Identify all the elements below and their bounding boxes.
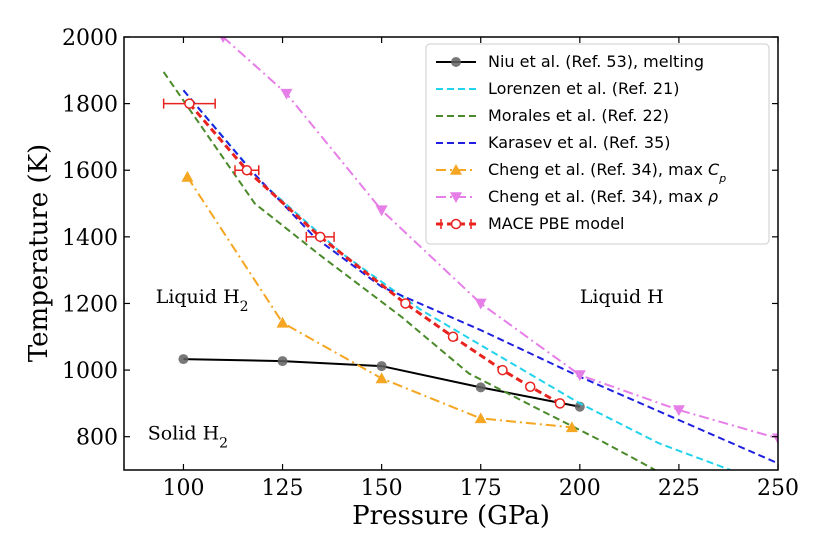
plot-frame [123,36,779,471]
series-3 [182,89,778,465]
x-tick-label: 200 [559,476,601,501]
legend-label: Lorenzen et al. (Ref. 21) [488,79,679,98]
data-point [672,405,685,417]
x-tick-label: 150 [361,476,403,501]
data-point [400,298,411,309]
data-point [241,164,253,176]
x-tick-label: 250 [757,476,799,501]
legend-math-subscript: p [718,172,726,185]
legend-marker [450,218,462,230]
x-tick-label: 225 [658,476,700,501]
legend-label: Karasev et al. (Ref. 35) [488,133,670,152]
y-tick-label: 1800 [62,93,118,118]
y-tick-label: 2000 [62,26,118,51]
data-point [475,382,486,393]
region-label: Liquid H2 [156,286,249,315]
region-label: Solid H2 [148,422,228,451]
y-tick-label: 800 [76,426,118,451]
y-tick-label: 1400 [62,226,118,251]
legend-entry-5: Cheng et al. (Ref. 34), max ρ [436,187,718,206]
legend-box [425,43,770,245]
data-point [525,381,536,392]
series-1 [182,89,731,470]
region-label: Liquid H [580,286,664,308]
data-point [497,364,508,376]
region-label-subscript: 2 [240,299,249,315]
data-point [474,298,487,310]
legend-label: MACE PBE model [488,214,624,233]
data-point [573,370,586,382]
data-point [375,205,388,217]
data-point [375,372,388,384]
legend-entry-1: Lorenzen et al. (Ref. 21) [436,79,679,98]
data-point [184,98,195,109]
series-line-3 [182,89,778,465]
x-axis-title: Pressure (GPa) [352,501,550,531]
legend-math-symbol: C [708,160,720,179]
data-point [554,398,566,409]
y-tick-label: 1200 [62,292,118,317]
data-point [219,37,227,43]
legend-label: Niu et al. (Ref. 53), melting [488,52,704,71]
series-4 [181,170,578,433]
legend-entry-0: Niu et al. (Ref. 53), melting [436,52,704,71]
legend-entry-2: Morales et al. (Ref. 22) [436,106,669,125]
legend-marker [450,192,462,203]
data-point [447,331,459,343]
data-point [277,356,288,367]
y-tick-label: 1000 [62,359,118,384]
legend-label: Cheng et al. (Ref. 34), max ρ [488,187,718,206]
data-point [280,88,293,100]
x-tick-label: 125 [262,476,304,501]
data-point [376,361,387,372]
region-label-subscript: 2 [219,435,228,451]
legend-math-symbol: ρ [708,187,718,206]
legend-label: Morales et al. (Ref. 22) [488,106,669,125]
series-line-2 [162,71,656,470]
data-point [314,231,326,243]
series-6 [162,98,566,409]
x-tick-label: 175 [460,476,502,501]
series-2 [162,71,656,470]
series-line-1 [182,89,731,470]
legend: Niu et al. (Ref. 53), melting Lorenzen et… [425,43,770,245]
data-point [178,354,189,365]
data-point [276,316,289,328]
legend-marker [451,57,461,67]
data-point [565,421,578,433]
annotations-layer: Liquid H2 Liquid H Solid H2 [148,286,664,452]
ticks-layer: 100 125 150 175 200 225 250 800 1000 1200 1400 1600… [62,26,799,501]
data-point [181,170,194,182]
y-tick-label: 1600 [62,159,118,184]
series-line-6 [188,102,561,405]
legend-entry-6: MACE PBE model [436,214,624,233]
legend-entry-3: Karasev et al. (Ref. 35) [436,133,670,152]
data-point [474,412,487,424]
x-tick-label: 100 [162,476,204,501]
y-axis-title: Temperature (K) [24,144,54,362]
legend-marker [450,164,462,175]
